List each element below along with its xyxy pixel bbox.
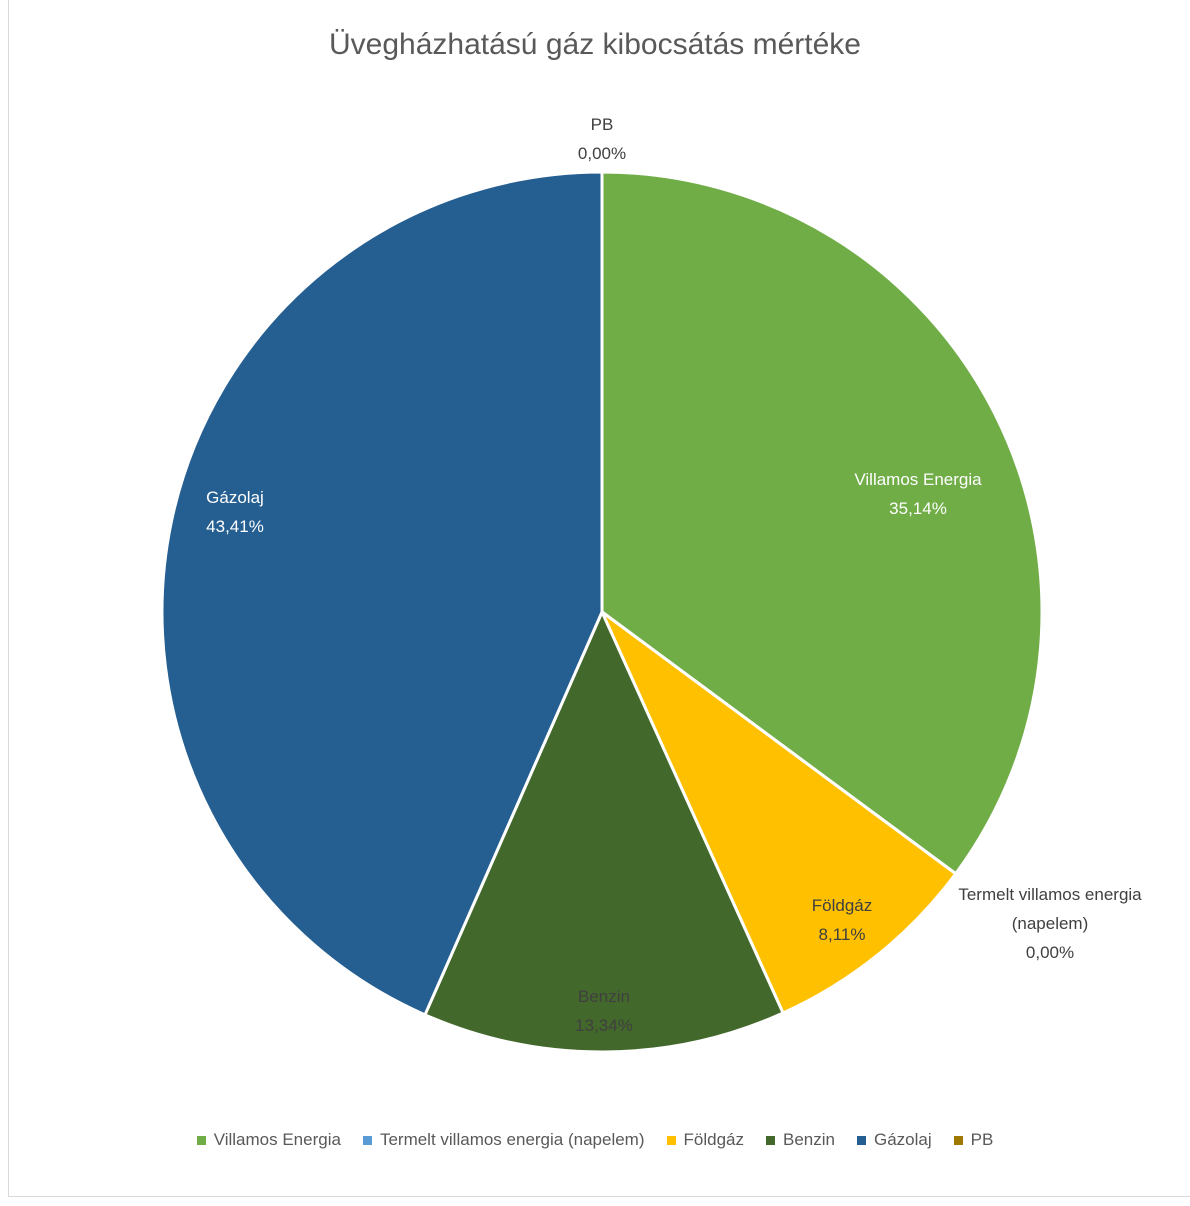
legend-swatch (362, 1135, 372, 1145)
slice (600, 170, 1044, 876)
legend-label: Gázolaj (873, 1130, 932, 1149)
data-label-category: Gázolaj (206, 488, 264, 507)
data-label-category: Benzin (578, 987, 630, 1006)
slice (600, 610, 958, 1015)
legend-item: Villamos Energia (196, 1130, 341, 1150)
data-label-value: 0,00% (577, 144, 627, 163)
slice (423, 610, 785, 1054)
legend-item: Termelt villamos energia (napelem) (362, 1130, 645, 1150)
legend-item: PB (953, 1130, 994, 1150)
legend-label: Földgáz (683, 1130, 744, 1149)
legend-label: PB (970, 1130, 994, 1149)
data-label: Benzin 13,34% (504, 982, 704, 1040)
data-label-value: 0,00% (1025, 943, 1075, 962)
data-label-value: 43,41% (206, 517, 264, 536)
data-label-value: 13,34% (575, 1016, 633, 1035)
data-label-category: PB (590, 115, 614, 134)
legend-label: Termelt villamos energia (napelem) (379, 1130, 645, 1149)
legend-swatch (196, 1135, 206, 1145)
legend-swatch (856, 1135, 866, 1145)
data-label: Földgáz 8,11% (742, 891, 942, 949)
legend-label: Benzin (782, 1130, 835, 1149)
legend: Villamos Energia Termelt villamos energia… (0, 1130, 1190, 1150)
data-label: Termelt villamos energia (napelem) 0,00% (955, 880, 1145, 967)
legend-label: Villamos Energia (213, 1130, 341, 1149)
data-label: Villamos Energia 35,14% (818, 465, 1018, 523)
legend-item: Gázolaj (856, 1130, 932, 1150)
chart-title: Üvegházhatású gáz kibocsátás mértéke (329, 28, 861, 61)
data-label-value: 8,11% (818, 925, 866, 944)
data-label-category: Termelt villamos energia (napelem) (958, 885, 1142, 933)
data-label-value: 35,14% (889, 499, 947, 518)
legend-swatch (666, 1135, 676, 1145)
legend-item: Földgáz (666, 1130, 744, 1150)
data-label: Gázolaj 43,41% (135, 483, 335, 541)
legend-swatch (953, 1135, 963, 1145)
legend-item: Benzin (765, 1130, 835, 1150)
data-label-category: Villamos Energia (854, 470, 982, 489)
legend-swatch (765, 1135, 775, 1145)
data-label-category: Földgáz (811, 896, 873, 915)
slice (160, 170, 604, 1017)
data-label: PB 0,00% (502, 110, 702, 168)
